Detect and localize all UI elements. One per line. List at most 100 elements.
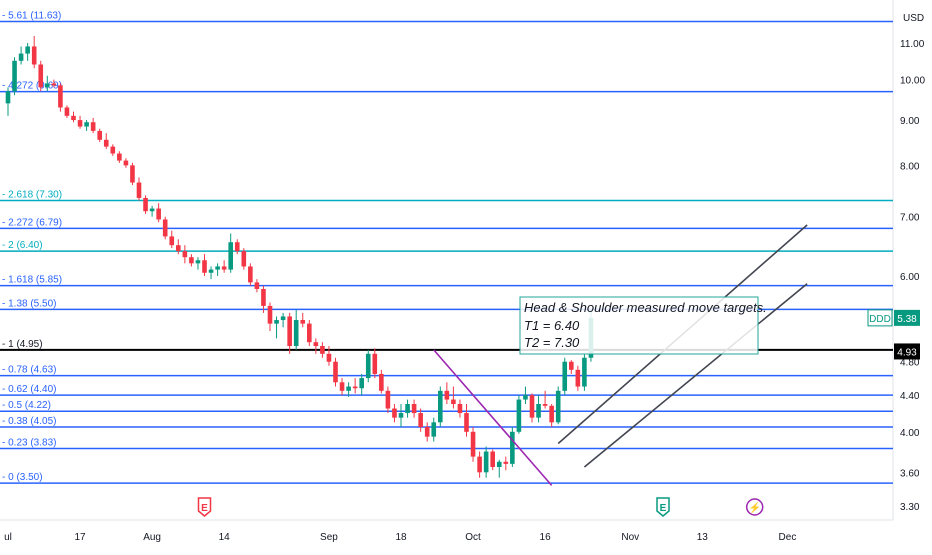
candle (117, 151, 122, 163)
event-marker-glyph: E (201, 503, 208, 514)
price-axis[interactable]: 11.00 10.00 9.00 8.00 7.00 6.00 4.80 4.40 4.00 3.… (900, 39, 925, 513)
candle-body (208, 269, 214, 273)
candle (254, 279, 260, 293)
candle-body (182, 251, 188, 258)
candle (90, 117, 96, 134)
candle-body (77, 120, 83, 127)
price-tick-label: 10.00 (900, 76, 925, 87)
candle-body (529, 395, 535, 418)
candle (267, 302, 273, 331)
candle-body (536, 404, 541, 418)
price-tag: DDD 5.38 (867, 309, 920, 327)
annotation-note[interactable]: Head & Shoulder measured move targets. T… (519, 296, 767, 355)
candle (103, 133, 109, 149)
time-tick-label: 16 (540, 532, 552, 543)
candle (31, 36, 37, 69)
candle-body (385, 390, 391, 409)
candle (352, 378, 358, 394)
candle (444, 382, 450, 405)
candle-body (582, 357, 587, 387)
candle-body (372, 353, 378, 374)
annotation-line-2: T1 = 6.40 (524, 318, 580, 333)
candle-body (169, 236, 175, 246)
fib-level-label: - 1.38 (5.50) (2, 298, 56, 309)
time-tick-label: Nov (621, 532, 639, 543)
candle (208, 266, 214, 280)
candle-body (162, 219, 168, 237)
candle-body (149, 208, 155, 212)
time-tick-label: Sep (320, 532, 338, 543)
candle-body (549, 405, 554, 423)
candle-body (189, 257, 194, 264)
candle-body (136, 182, 142, 198)
candle-body (365, 353, 371, 379)
candle-body (51, 83, 57, 86)
candle-body (431, 422, 437, 437)
candle-body (71, 115, 76, 121)
candle (293, 309, 299, 350)
candle (503, 456, 509, 471)
candle-body (202, 260, 207, 273)
neckline-trend-line[interactable] (433, 349, 553, 486)
candle-body (261, 288, 266, 306)
price-tick-label: 7.00 (900, 213, 920, 224)
candle-body (339, 382, 345, 391)
candle (241, 248, 247, 270)
candle-body (562, 361, 568, 391)
symbol-tag-label: DDD (869, 314, 891, 325)
candle-body (84, 122, 89, 127)
channel-line[interactable] (583, 283, 808, 468)
annotation-line-1: Head & Shoulder measured move targets. (524, 300, 767, 315)
candle-body (516, 399, 522, 432)
price-tick-label: 4.80 (900, 358, 920, 369)
candle (392, 404, 397, 423)
candle (130, 162, 135, 186)
candle (215, 263, 220, 276)
fib-level-label: - 0.62 (4.40) (2, 384, 56, 395)
candle (38, 60, 44, 92)
time-tick-label: Oct (465, 532, 481, 543)
candle-body (18, 53, 24, 61)
event-marker[interactable]: ⚡ (745, 498, 764, 516)
candle (64, 105, 70, 118)
candle (398, 404, 404, 428)
currency-label[interactable]: USD (903, 13, 924, 24)
event-marker[interactable]: E (197, 497, 212, 517)
candle-body (123, 160, 129, 166)
candle (496, 459, 502, 478)
candle (555, 386, 561, 425)
candle (569, 360, 574, 374)
candle (287, 312, 292, 354)
candle (313, 338, 319, 354)
price-tag-value: 5.38 (897, 314, 917, 325)
candle (195, 257, 201, 270)
event-markers: E E ⚡ (197, 497, 764, 517)
candle (510, 427, 515, 468)
annotation-box (519, 296, 759, 355)
fib-level-label: - 0.5 (4.22) (2, 400, 51, 411)
candle-body (215, 266, 220, 270)
candle (326, 346, 332, 366)
candle-body (464, 413, 469, 432)
time-axis[interactable]: ul 17 Aug 14 Sep 18 Oct 16 Nov 13 Dec (4, 532, 796, 543)
candle-body (477, 456, 482, 473)
price-tick-label: 8.00 (900, 161, 920, 172)
candle (156, 203, 161, 223)
time-tick-label: 18 (395, 532, 407, 543)
candle-body (575, 369, 581, 387)
candle (339, 378, 345, 396)
time-tick-label: 17 (74, 532, 86, 543)
fib-level-label: - 0.38 (4.05) (2, 416, 56, 427)
event-marker[interactable]: E (656, 497, 670, 517)
price-tag-value: 4.93 (897, 347, 917, 358)
event-marker-glyph: ⚡ (748, 501, 760, 514)
candle (418, 408, 423, 432)
earnings-icon (656, 497, 670, 517)
candle-body (569, 361, 574, 370)
candle (542, 390, 548, 409)
candle-body (143, 197, 148, 212)
candle (320, 342, 325, 358)
event-marker-glyph: E (660, 503, 667, 514)
